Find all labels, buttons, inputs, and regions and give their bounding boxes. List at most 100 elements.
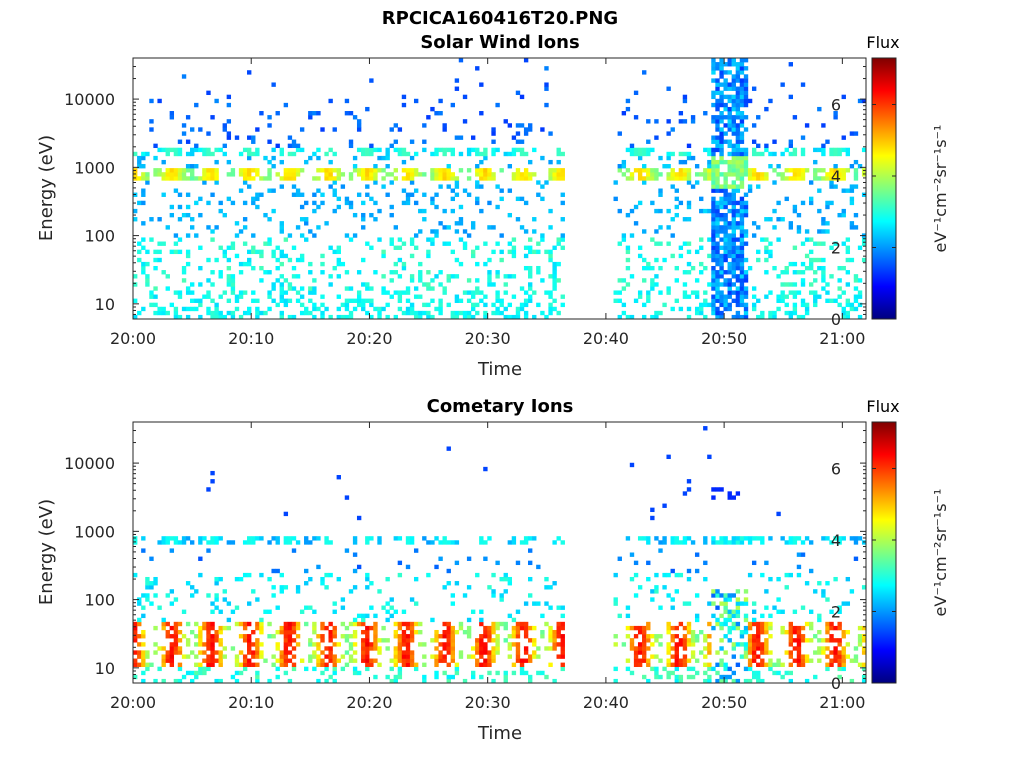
heatmap-cell: [389, 172, 394, 177]
heatmap-cell: [723, 666, 728, 672]
heatmap-cell: [548, 662, 553, 667]
heatmap-cell: [214, 314, 219, 320]
heatmap-cell: [238, 261, 244, 267]
heatmap-cell: [271, 286, 276, 291]
heatmap-cell: [642, 164, 647, 169]
heatmap-cell: [255, 204, 260, 210]
heatmap-cell: [446, 625, 451, 631]
heatmap-cell: [169, 168, 175, 173]
heatmap-cell: [743, 155, 749, 161]
heatmap-cell: [751, 638, 757, 643]
heatmap-cell: [808, 658, 814, 663]
heatmap-cell: [760, 536, 765, 541]
heatmap-cell: [153, 678, 158, 684]
heatmap-cell: [515, 139, 521, 144]
heatmap-cell: [470, 135, 476, 140]
heatmap-cell: [369, 212, 374, 218]
heatmap-cell: [544, 82, 549, 87]
heatmap-cell: [320, 192, 325, 197]
heatmap-cell: [760, 642, 765, 647]
heatmap-cell: [401, 654, 407, 659]
heatmap-cell: [181, 172, 187, 177]
heatmap-cell: [711, 58, 716, 63]
heatmap-cell: [308, 605, 313, 610]
heatmap-cell: [454, 294, 460, 299]
heatmap-cell: [373, 613, 378, 619]
heatmap-cell: [177, 151, 183, 157]
heatmap-cell: [662, 666, 667, 672]
heatmap-cell: [466, 147, 472, 153]
heatmap-cell: [841, 135, 846, 140]
heatmap-cell: [230, 286, 236, 291]
heatmap-cell: [442, 176, 447, 181]
heatmap-cell: [813, 278, 818, 283]
heatmap-cell: [678, 111, 684, 116]
heatmap-cell: [271, 155, 276, 161]
heatmap-cell: [173, 634, 179, 639]
heatmap-cell: [723, 159, 728, 165]
heatmap-cell: [373, 625, 378, 631]
heatmap-cell: [670, 662, 675, 667]
heatmap-cell: [743, 115, 749, 120]
heatmap-cell: [768, 634, 773, 639]
heatmap-cell: [287, 650, 293, 655]
heatmap-cell: [507, 241, 513, 246]
heatmap-cell: [181, 212, 187, 218]
heatmap-cell: [446, 638, 451, 643]
heatmap-cell: [450, 147, 455, 153]
heatmap-cell: [397, 650, 403, 655]
heatmap-cell: [690, 642, 696, 647]
heatmap-cell: [397, 245, 403, 250]
heatmap-cell: [483, 314, 488, 320]
heatmap-cell: [389, 270, 394, 275]
heatmap-cell: [291, 192, 297, 197]
heatmap-cell: [275, 629, 280, 635]
heatmap-cell: [157, 249, 162, 255]
heatmap-cell: [780, 536, 785, 541]
heatmap-cell: [177, 678, 183, 684]
heatmap-cell: [234, 654, 240, 659]
heatmap-cell: [528, 294, 533, 299]
heatmap-cell: [719, 90, 724, 96]
heatmap-cell: [735, 131, 741, 136]
heatmap-cell: [230, 290, 236, 295]
heatmap-cell: [483, 642, 488, 647]
heatmap-cell: [711, 237, 716, 242]
heatmap-cell: [646, 139, 651, 144]
heatmap-cell: [218, 650, 223, 655]
heatmap-cell: [637, 658, 643, 663]
heatmap-cell: [401, 200, 407, 206]
heatmap-cell: [666, 119, 671, 124]
heatmap-cell: [409, 654, 415, 659]
heatmap-cell: [438, 302, 443, 308]
heatmap-cell: [703, 314, 708, 320]
heatmap-cell: [764, 605, 769, 610]
heatmap-cell: [316, 536, 321, 541]
heatmap-cell: [369, 78, 374, 83]
heatmap-cell: [365, 241, 370, 246]
heatmap-cell: [442, 168, 447, 173]
heatmap-cell: [454, 629, 460, 635]
x-tick-label: 20:30: [465, 329, 511, 348]
heatmap-cell: [312, 151, 317, 157]
x-axis-cometary: 20:00 20:10 20:20 20:30 20:40 20:50 21:00: [110, 422, 865, 712]
heatmap-cell: [796, 168, 802, 173]
heatmap-cell: [560, 654, 565, 659]
heatmap-cell: [255, 249, 260, 255]
heatmap-cell: [365, 654, 370, 659]
heatmap-cell: [776, 670, 781, 676]
heatmap-cell: [674, 204, 679, 210]
heatmap-cell: [723, 306, 728, 312]
heatmap-cell: [405, 650, 411, 655]
heatmap-cell: [198, 314, 203, 320]
heatmap-cell: [198, 540, 203, 545]
heatmap-cell: [202, 168, 207, 173]
heatmap-cell: [283, 638, 289, 643]
heatmap-cell: [190, 298, 195, 303]
heatmap-cell: [361, 302, 366, 308]
heatmap-cell: [259, 650, 264, 655]
heatmap-cell: [365, 642, 370, 647]
heatmap-cell: [206, 257, 211, 263]
heatmap-cell: [833, 115, 838, 120]
heatmap-cell: [226, 540, 232, 545]
